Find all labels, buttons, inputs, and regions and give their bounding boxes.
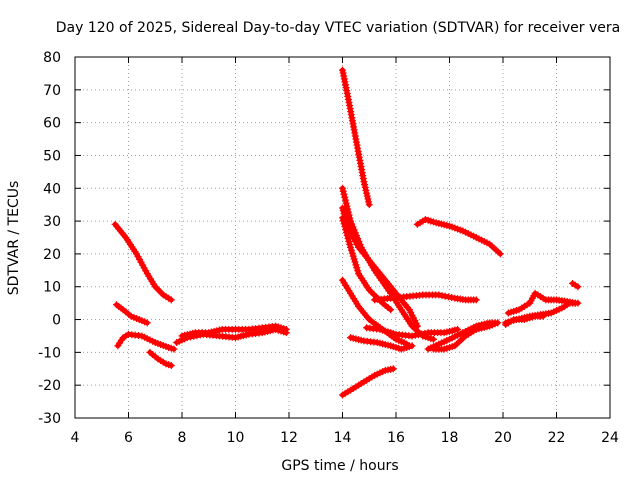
data-point-marker xyxy=(365,201,373,209)
y-tick-label: 80 xyxy=(43,50,61,66)
y-tick-label: 0 xyxy=(52,313,61,329)
y-tick-label: 30 xyxy=(43,214,61,230)
series-arc-p xyxy=(413,215,504,258)
data-point-marker xyxy=(411,331,419,339)
x-tick-label: 18 xyxy=(441,430,459,446)
data-point-marker xyxy=(454,325,462,333)
data-point-marker xyxy=(339,214,346,222)
series-arc-f xyxy=(178,322,290,340)
data-point-marker xyxy=(418,330,426,338)
data-point-marker xyxy=(574,283,582,291)
series-arc-n xyxy=(363,324,462,340)
data-point-marker xyxy=(389,365,397,373)
data-point-marker xyxy=(429,335,437,343)
x-tick-label: 8 xyxy=(178,430,187,446)
data-point-marker xyxy=(345,237,353,245)
data-point-marker xyxy=(448,294,456,302)
series-arc-a xyxy=(111,220,175,304)
series-arc-o xyxy=(371,291,480,304)
grid xyxy=(75,57,610,418)
data-point-marker xyxy=(413,322,421,330)
data-point-marker xyxy=(421,329,429,337)
data-series xyxy=(111,66,582,399)
x-tick-label: 10 xyxy=(227,430,245,446)
y-tick-label: -10 xyxy=(38,345,61,361)
series-track xyxy=(414,216,503,257)
data-point-marker xyxy=(167,361,175,369)
data-point-marker xyxy=(539,312,547,320)
data-point-marker xyxy=(472,296,480,304)
x-axis-label: GPS time / hours xyxy=(281,458,398,474)
axis-ticks: 4 6 8 10 12 14 16 18 20 22 24 -30 -20 -10 0 10 20 30 40 50 6… xyxy=(38,50,619,446)
data-point-marker xyxy=(344,234,352,242)
data-point-marker xyxy=(340,220,348,228)
series-arc-m xyxy=(347,334,416,353)
x-tick-label: 22 xyxy=(548,430,566,446)
data-point-marker xyxy=(387,306,395,314)
y-axis-label: SDTVAR / TECUs xyxy=(6,181,22,296)
data-point-marker xyxy=(494,319,502,327)
data-point-marker xyxy=(414,331,422,339)
series-arc-j xyxy=(339,276,413,350)
data-point-marker xyxy=(143,319,151,327)
x-tick-label: 14 xyxy=(334,430,352,446)
data-point-marker xyxy=(339,184,346,192)
chart-title: Day 120 of 2025, Sidereal Day-to-day VTE… xyxy=(56,20,620,36)
series-arc-t xyxy=(504,289,579,317)
series-arc-b xyxy=(112,301,151,327)
data-point-marker xyxy=(343,202,351,210)
data-point-marker xyxy=(438,292,446,300)
data-point-marker xyxy=(341,223,349,231)
data-point-marker xyxy=(282,325,290,333)
y-tick-label: -30 xyxy=(38,411,61,427)
data-point-marker xyxy=(342,226,350,234)
data-point-marker xyxy=(339,187,347,195)
data-point-marker xyxy=(496,250,504,258)
x-tick-label: 12 xyxy=(280,430,298,446)
data-point-marker xyxy=(170,345,178,353)
series-arc-u xyxy=(502,312,547,328)
data-point-marker xyxy=(408,332,416,340)
data-point-marker xyxy=(346,240,354,248)
x-tick-label: 24 xyxy=(601,430,619,446)
data-point-marker xyxy=(339,217,347,225)
y-tick-label: 60 xyxy=(43,116,61,132)
data-point-marker xyxy=(343,229,351,237)
y-tick-label: 20 xyxy=(43,247,61,263)
data-point-marker xyxy=(340,190,348,198)
series-arc-r xyxy=(424,319,502,353)
x-tick-label: 16 xyxy=(387,430,405,446)
data-point-marker xyxy=(435,291,443,299)
data-point-marker xyxy=(444,293,452,301)
y-tick-label: 70 xyxy=(43,83,61,99)
data-point-marker xyxy=(571,299,579,307)
data-point-marker xyxy=(342,199,350,207)
series-arc-i xyxy=(339,204,421,330)
data-point-marker xyxy=(167,296,175,304)
data-point-marker xyxy=(441,292,449,300)
x-tick-label: 6 xyxy=(124,430,133,446)
y-tick-label: 50 xyxy=(43,148,61,164)
series-arc-c xyxy=(114,330,178,353)
data-point-marker xyxy=(341,193,349,201)
y-tick-label: -20 xyxy=(38,378,61,394)
data-point-marker xyxy=(341,196,349,204)
series-arc-l xyxy=(339,365,397,399)
data-point-marker xyxy=(408,342,416,350)
series-arc-d xyxy=(146,348,175,369)
series-arc-g xyxy=(339,66,373,209)
x-tick-label: 20 xyxy=(494,430,512,446)
x-tick-label: 4 xyxy=(71,430,80,446)
y-tick-label: 10 xyxy=(43,280,61,296)
data-point-marker xyxy=(343,232,351,240)
y-tick-label: 40 xyxy=(43,181,61,197)
plot-frame xyxy=(74,56,611,419)
series-arc-v xyxy=(569,279,582,291)
